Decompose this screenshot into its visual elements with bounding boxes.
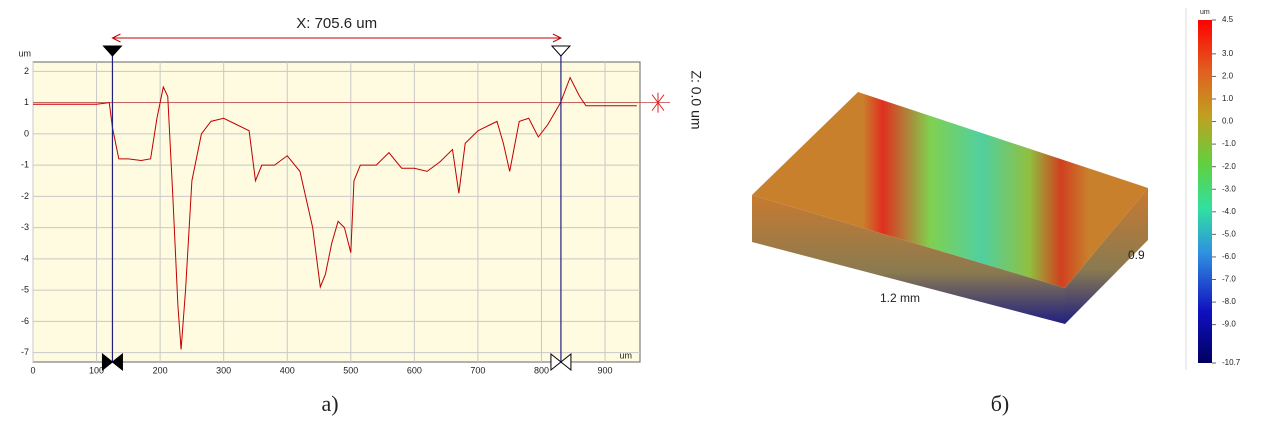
x-tick-label: 600 xyxy=(407,365,422,375)
cursor-bottom-marker xyxy=(560,352,572,372)
z-label: Z: 0.0 um xyxy=(688,70,704,129)
cursor-top-marker xyxy=(102,45,123,57)
colorbar-tick-label: -1.0 xyxy=(1222,139,1236,148)
x-tick-label: 300 xyxy=(216,365,231,375)
surface-chart: um 4.5 3.0 2.0 1.0 0.0 -1.0 -2.0 -3.0 -4.0 -5.0 -6.… xyxy=(752,8,1241,416)
cursor-bottom-marker xyxy=(111,352,123,372)
x-tick-label: 500 xyxy=(343,365,358,375)
cursor-top-marker xyxy=(550,45,572,57)
x-tick-label: 400 xyxy=(280,365,295,375)
y-tick-label: -4 xyxy=(21,253,29,263)
y-tick-label: -5 xyxy=(21,285,29,295)
caption: а) xyxy=(321,391,338,416)
caption: б) xyxy=(991,391,1010,416)
y-tick-label: -1 xyxy=(21,160,29,170)
x-tick-label: 900 xyxy=(598,365,613,375)
y-tick-label: -3 xyxy=(21,222,29,232)
surface-top xyxy=(752,92,1148,288)
measure-label: X: 705.6 um xyxy=(296,15,377,32)
x-unit: um xyxy=(619,350,632,360)
x-axis-label: 1.2 mm xyxy=(880,291,920,305)
colorbar-tick-label: -10.7 xyxy=(1222,358,1241,367)
y-tick-label: 1 xyxy=(24,97,29,107)
y-tick-label: -7 xyxy=(21,347,29,357)
colorbar-tick-label: 4.5 xyxy=(1222,15,1234,24)
arrow-head xyxy=(111,33,563,43)
y-axis-label: 0.9 xyxy=(1128,248,1145,262)
surface-side xyxy=(1065,188,1148,324)
colorbar-tick-label: 3.0 xyxy=(1222,49,1234,58)
surface-front xyxy=(752,195,1065,324)
colorbar-tick-label: -5.0 xyxy=(1222,229,1236,238)
profile-chart: 0 100 200 300 400 500 600 700 800 900 2 1 0 -1 -2 -3 -4 -… xyxy=(18,15,704,416)
colorbar-tick-label: -9.0 xyxy=(1222,320,1236,329)
y-unit: um xyxy=(18,48,31,58)
colorbar-tick-label: -3.0 xyxy=(1222,184,1236,193)
cursor-bottom-marker xyxy=(101,352,114,372)
colorbar-tick-label: 2.0 xyxy=(1222,72,1234,81)
x-tick-label: 200 xyxy=(153,365,168,375)
colorbar-unit: um xyxy=(1200,9,1210,16)
colorbar-tick-label: -4.0 xyxy=(1222,207,1236,216)
x-tick-label: 700 xyxy=(470,365,485,375)
colorbar-tick-label: -8.0 xyxy=(1222,297,1236,306)
y-tick-label: -2 xyxy=(21,191,29,201)
colorbar-tick-label: -7.0 xyxy=(1222,275,1236,284)
colorbar-tick-label: 0.0 xyxy=(1222,117,1234,126)
y-tick-label: -6 xyxy=(21,316,29,326)
plot-area xyxy=(32,61,641,363)
colorbar xyxy=(1198,20,1212,363)
colorbar-tick-label: -6.0 xyxy=(1222,252,1236,261)
colorbar-tick-label: 1.0 xyxy=(1222,94,1234,103)
profile-line xyxy=(33,76,637,350)
x-tick-label: 800 xyxy=(534,365,549,375)
y-tick-label: 0 xyxy=(24,128,29,138)
z-marker xyxy=(651,92,665,113)
y-tick-label: 2 xyxy=(24,66,29,76)
x-tick-label: 100 xyxy=(89,365,104,375)
colorbar-tick-label: -2.0 xyxy=(1222,162,1236,171)
cursor-bottom-marker xyxy=(550,352,562,372)
x-tick-label: 0 xyxy=(30,365,35,375)
